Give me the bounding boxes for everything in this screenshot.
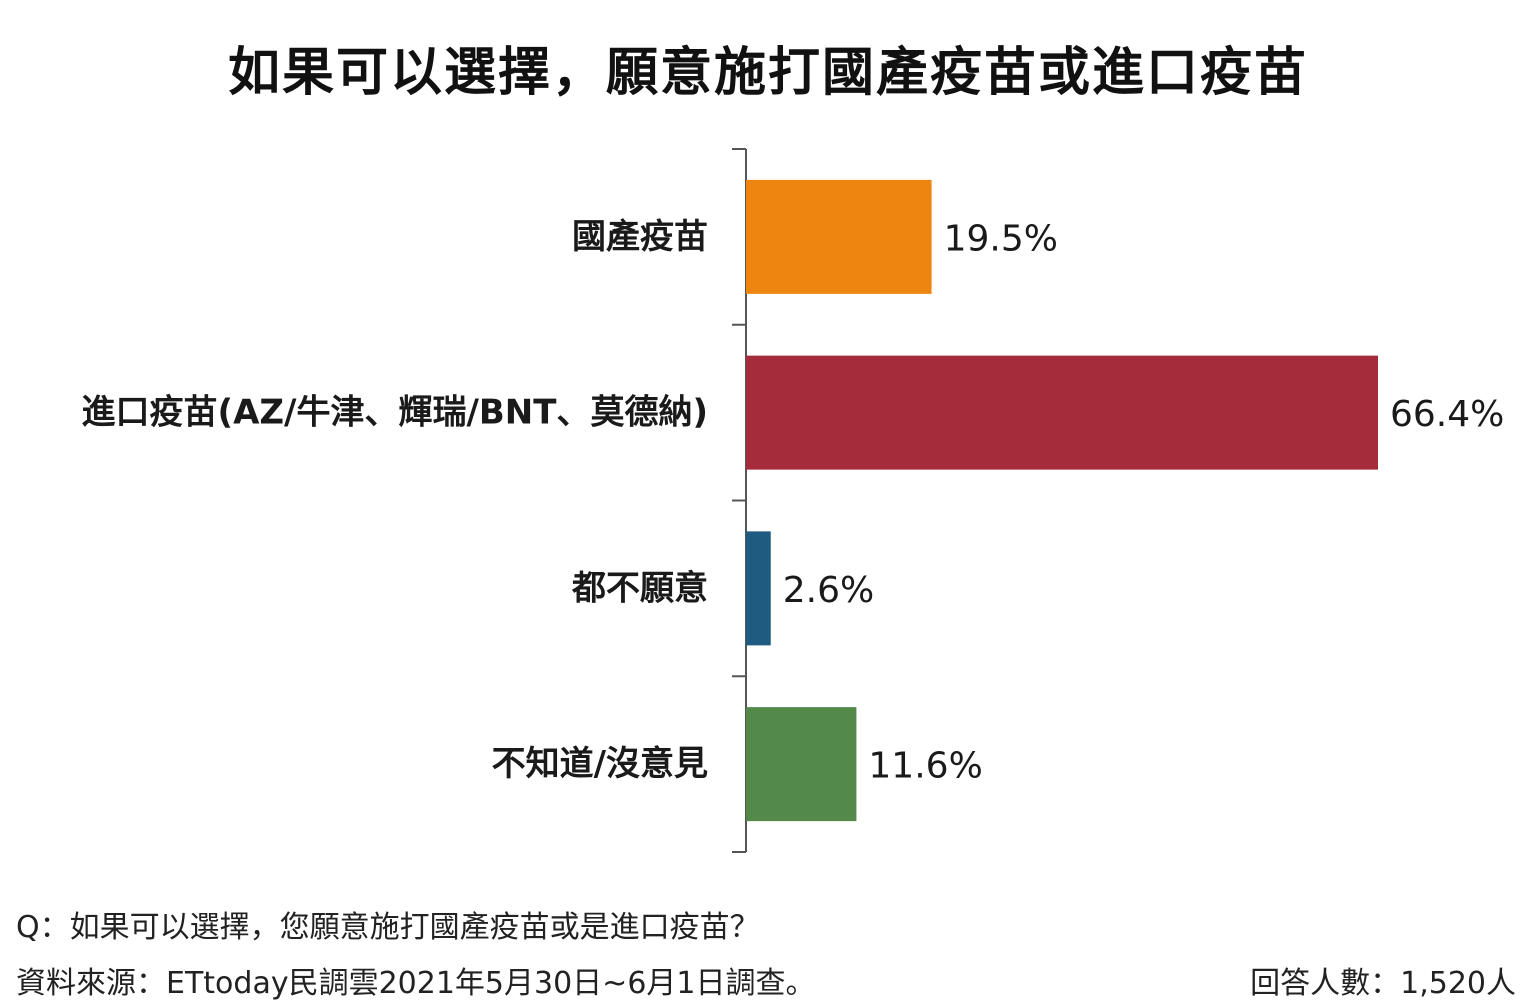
bar xyxy=(746,531,771,646)
bar xyxy=(746,179,932,294)
bar xyxy=(746,707,857,822)
category-label: 國產疫苗 xyxy=(572,217,708,257)
data-label: 2.6% xyxy=(783,570,874,611)
bar xyxy=(746,355,1378,470)
category-label: 都不願意 xyxy=(571,568,708,608)
data-label: 66.4% xyxy=(1390,394,1504,435)
chart-title: 如果可以選擇，願意施打國產疫苗或進口疫苗 xyxy=(227,43,1308,103)
data-label: 11.6% xyxy=(868,746,982,787)
data-source: 資料來源：ETtoday民調雲2021年5月30日~6月1日調查。 xyxy=(16,966,816,1001)
category-label: 不知道/沒意見 xyxy=(492,744,708,784)
data-label: 19.5% xyxy=(944,218,1058,259)
survey-question: Q：如果可以選擇，您願意施打國產疫苗或是進口疫苗？ xyxy=(16,910,760,945)
respondent-count: 回答人數：1,520人 xyxy=(1250,966,1516,1001)
category-label: 進口疫苗(AZ/牛津、輝瑞/BNT、莫德納) xyxy=(82,393,708,433)
